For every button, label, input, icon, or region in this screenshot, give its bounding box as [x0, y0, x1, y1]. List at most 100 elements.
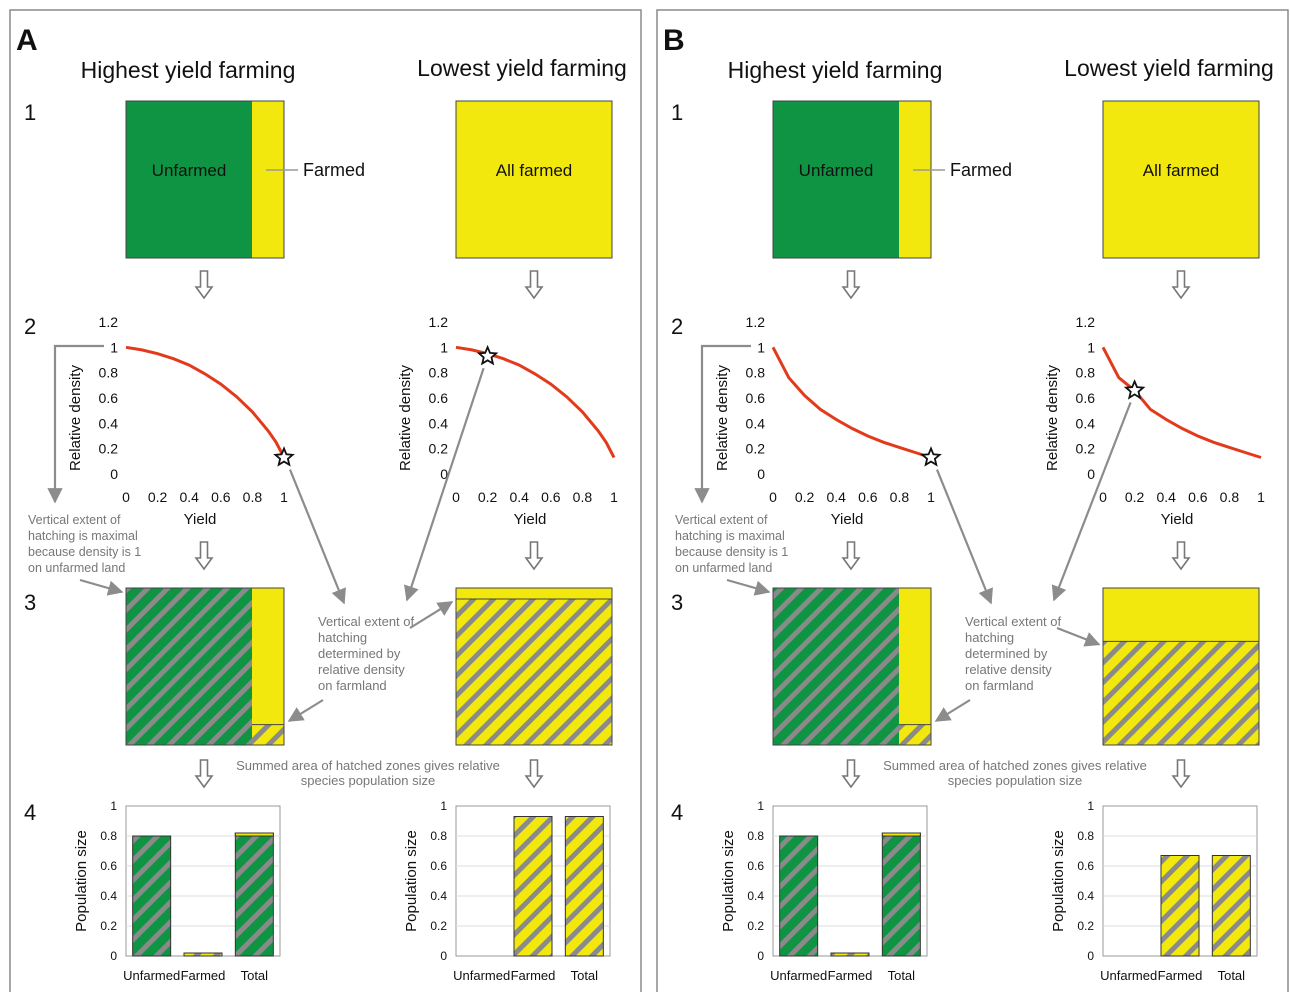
note-summed-area-line: Summed area of hatched zones gives relat… — [236, 758, 500, 773]
bar-total-farmed-part — [881, 832, 921, 837]
x-tick-label: 0.4 — [826, 489, 846, 505]
x-axis-label: Yield — [514, 511, 547, 528]
box-outline — [1102, 587, 1260, 746]
y-tick-label: 1 — [440, 339, 448, 355]
note-summed-area-line: species population size — [301, 773, 435, 788]
step-number: 2 — [24, 314, 36, 339]
farmed-label: Farmed — [950, 160, 1012, 180]
y-tick-label: 0 — [757, 949, 764, 963]
y-tick-label: 0.2 — [429, 441, 449, 457]
star-arrow — [288, 469, 346, 605]
x-axis-label: Yield — [184, 511, 217, 528]
hatched-unfarmed-area — [773, 588, 899, 745]
farmed-area — [899, 101, 931, 258]
unfarmed-area — [126, 101, 252, 258]
x-tick-label: 0.2 — [1125, 489, 1145, 505]
down-arrow-icon — [1171, 270, 1191, 300]
x-category-label: Farmed — [511, 968, 556, 983]
all-farmed-label: All farmed — [1143, 161, 1220, 180]
hatched-unfarmed-area — [126, 588, 252, 745]
bar-farmed — [183, 952, 223, 957]
bar-unfarmed — [132, 835, 172, 957]
y-tick-label: 1 — [110, 799, 117, 813]
all-farmed-area — [455, 100, 613, 259]
bracket-arrow — [47, 344, 104, 504]
down-arrow-icon — [524, 270, 544, 300]
all-farmed-area — [1102, 100, 1260, 259]
bar-farmed — [830, 952, 870, 957]
bar-total — [881, 832, 921, 957]
farmed-strip — [252, 588, 284, 745]
note-unfarmed-density: Vertical extent of hatching is maximal bec… — [675, 513, 788, 575]
y-axis-label: Population size — [720, 830, 737, 932]
pointer-arrow — [79, 578, 124, 596]
y-axis-label: Population size — [403, 830, 420, 932]
down-arrow-icon — [194, 759, 214, 789]
column-title-highest: Highest yield farming — [728, 57, 943, 83]
box-outline — [772, 587, 932, 746]
density-curve — [125, 345, 286, 459]
x-category-label: Farmed — [828, 968, 873, 983]
y-tick-label: 0.4 — [100, 889, 117, 903]
y-tick-label: 0 — [757, 466, 765, 482]
panel-b: B Highest yield farming Lowest yield farmi… — [656, 9, 1289, 992]
panel-letter: B — [663, 24, 685, 57]
y-tick-label: 1 — [757, 339, 765, 355]
x-tick-label: 0.6 — [541, 489, 561, 505]
box-outline — [772, 100, 932, 259]
y-tick-label: 0.4 — [99, 415, 119, 431]
y-tick-label: 0.6 — [100, 859, 117, 873]
y-axis-label: Relative density — [1044, 365, 1061, 471]
density-chart-highest: 0 0.2 0.4 0.6 0.8 1 1.2 0 0.2 0.4 0.6 0.8 1 Yield Rela… — [714, 314, 942, 528]
density-curve — [455, 345, 616, 459]
x-tick-label: 1 — [927, 489, 935, 505]
density-chart-highest: 0 0.2 0.4 0.6 0.8 1 1.2 0 0.2 0.4 0.6 0.8 1 Yield Rela… — [67, 314, 295, 528]
unfarmed-label: Unfarmed — [152, 161, 227, 180]
population-chart-lowest: 0 0.2 0.4 0.6 0.8 1 Unfarmed Farmed Total Populat… — [403, 799, 611, 983]
y-tick-label: 0.8 — [429, 365, 449, 381]
y-tick-label: 0.6 — [1077, 859, 1094, 873]
note-summed-area-line: species population size — [948, 773, 1082, 788]
y-tick-label: 0.4 — [430, 889, 447, 903]
y-tick-label: 0.6 — [1076, 390, 1096, 406]
step-number: 1 — [671, 100, 683, 125]
x-tick-label: 0.2 — [478, 489, 498, 505]
bar-total — [1211, 855, 1251, 957]
y-tick-label: 0.8 — [430, 829, 447, 843]
hatched-farmed-area — [1103, 641, 1259, 745]
y-tick-label: 1.2 — [1076, 314, 1096, 330]
y-tick-label: 0.4 — [747, 889, 764, 903]
step-number: 4 — [24, 800, 36, 825]
down-arrow-icon — [1171, 541, 1191, 571]
y-tick-label: 0.2 — [747, 919, 764, 933]
y-tick-label: 0.6 — [746, 390, 766, 406]
y-axis-label: Relative density — [67, 365, 84, 471]
bar-total — [234, 832, 274, 957]
note-unfarmed-density: Vertical extent of hatching is maximal bec… — [28, 513, 141, 575]
y-tick-label: 0.2 — [1076, 441, 1096, 457]
bar-total — [564, 816, 604, 957]
x-tick-label: 0.6 — [1188, 489, 1208, 505]
bar-farmed — [513, 816, 553, 957]
unfarmed-label: Unfarmed — [799, 161, 874, 180]
x-category-label: Unfarmed — [770, 968, 827, 983]
star-marker-icon — [273, 446, 295, 467]
x-axis-label: Yield — [831, 511, 864, 528]
y-tick-label: 0.2 — [746, 441, 766, 457]
x-tick-label: 0.8 — [1220, 489, 1240, 505]
farmed-label: Farmed — [303, 160, 365, 180]
x-category-label: Unfarmed — [1100, 968, 1157, 983]
x-tick-label: 1 — [610, 489, 618, 505]
panel-a: A Highest yield farming Lowest yield farmi… — [9, 9, 642, 992]
x-category-label: Farmed — [181, 968, 226, 983]
column-title-highest: Highest yield farming — [81, 57, 296, 83]
y-tick-label: 0 — [440, 466, 448, 482]
y-tick-label: 1 — [757, 799, 764, 813]
box-outline — [125, 100, 285, 259]
pointer-arrow — [287, 699, 324, 722]
x-tick-label: 0.4 — [179, 489, 199, 505]
pointer-arrow — [934, 699, 971, 722]
y-tick-label: 0.8 — [99, 365, 119, 381]
population-chart-highest: 0 0.2 0.4 0.6 0.8 1 Unfarmed Farmed Total Populat… — [720, 799, 928, 983]
